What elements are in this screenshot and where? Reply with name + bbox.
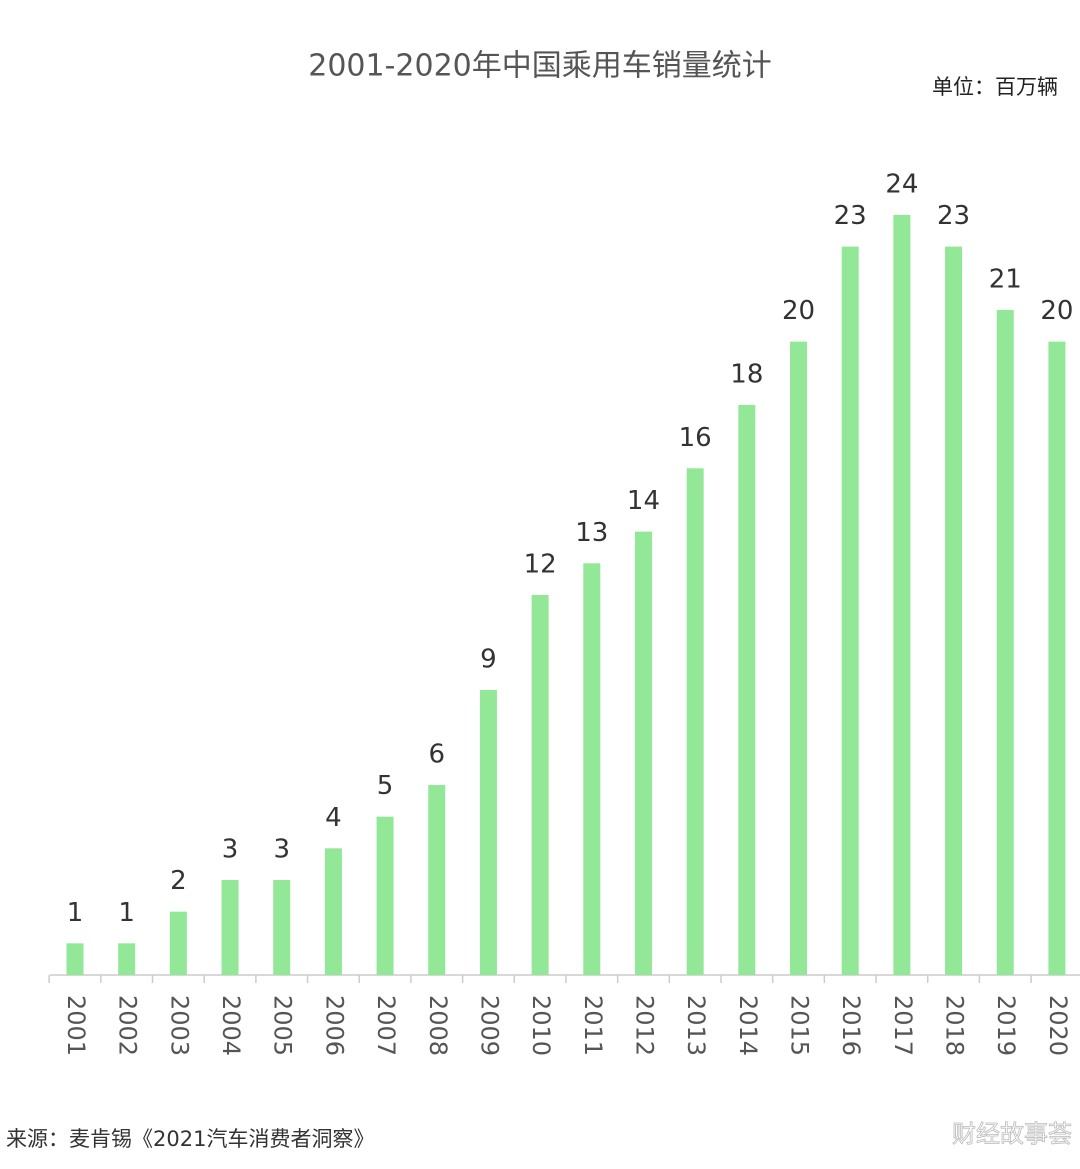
- watermark: 财经故事荟: [952, 1120, 1072, 1148]
- x-tick-label: 2011: [579, 995, 607, 1056]
- x-tick-label: 2017: [889, 995, 917, 1056]
- x-tick-label: 2018: [941, 995, 969, 1056]
- bar: [221, 879, 239, 975]
- value-label: 4: [325, 803, 342, 833]
- bar: [634, 531, 652, 975]
- bar: [738, 404, 756, 975]
- x-tick-label: 2003: [165, 995, 193, 1056]
- x-tick-label: 2013: [682, 995, 710, 1056]
- value-label: 23: [937, 201, 970, 231]
- value-label: 1: [118, 898, 135, 928]
- x-tick-label: 2004: [217, 995, 245, 1056]
- value-label: 6: [428, 739, 445, 769]
- value-label: 9: [480, 644, 497, 674]
- value-label: 14: [627, 486, 660, 516]
- x-tick-label: 2014: [734, 995, 762, 1056]
- x-tick-label: 2010: [527, 995, 555, 1056]
- x-tick-label: 2001: [62, 995, 90, 1056]
- value-label: 5: [377, 771, 394, 801]
- bar: [428, 784, 446, 975]
- bar: [583, 563, 601, 975]
- value-label: 18: [730, 359, 763, 389]
- value-label: 3: [273, 834, 290, 864]
- x-tick-label: 2005: [269, 995, 297, 1056]
- value-label: 20: [1040, 296, 1073, 326]
- bar: [169, 911, 187, 975]
- source-note: 来源：麦肯锡《2021汽车消费者洞察》: [6, 1127, 374, 1151]
- value-label: 20: [782, 296, 815, 326]
- bar: [324, 848, 342, 975]
- x-tick-label: 2016: [837, 995, 865, 1056]
- x-tick-label: 2008: [424, 995, 452, 1056]
- value-label: 1: [67, 898, 84, 928]
- x-tick-label: 2019: [992, 995, 1020, 1056]
- bar: [66, 943, 84, 975]
- value-label: 13: [575, 518, 608, 548]
- x-tick-label: 2007: [372, 995, 400, 1056]
- bar: [945, 246, 963, 976]
- value-label: 3: [222, 834, 239, 864]
- x-tick-label: 2002: [114, 995, 142, 1056]
- x-tick-label: 2009: [475, 995, 503, 1056]
- bar: [376, 816, 394, 975]
- bar: [1048, 341, 1066, 976]
- x-tick-label: 2020: [1044, 995, 1072, 1056]
- unit-label: 单位：百万辆: [932, 75, 1058, 99]
- value-label: 21: [989, 264, 1022, 294]
- bar: [996, 309, 1014, 975]
- value-label: 2: [170, 866, 187, 896]
- bar: [273, 879, 291, 975]
- value-label: 16: [679, 423, 712, 453]
- value-label: 24: [885, 169, 918, 199]
- bar: [686, 468, 704, 975]
- x-tick-label: 2012: [630, 995, 658, 1056]
- bar: [893, 214, 911, 976]
- bar: [841, 246, 859, 976]
- value-label: 12: [524, 549, 557, 579]
- bar: [479, 689, 497, 975]
- chart-title: 2001-2020年中国乘用车销量统计: [308, 49, 772, 84]
- x-tick-label: 2015: [786, 995, 814, 1056]
- value-label: 23: [834, 201, 867, 231]
- x-tick-label: 2006: [320, 995, 348, 1056]
- bar: [531, 594, 549, 975]
- bar: [790, 341, 808, 976]
- bar: [118, 943, 136, 975]
